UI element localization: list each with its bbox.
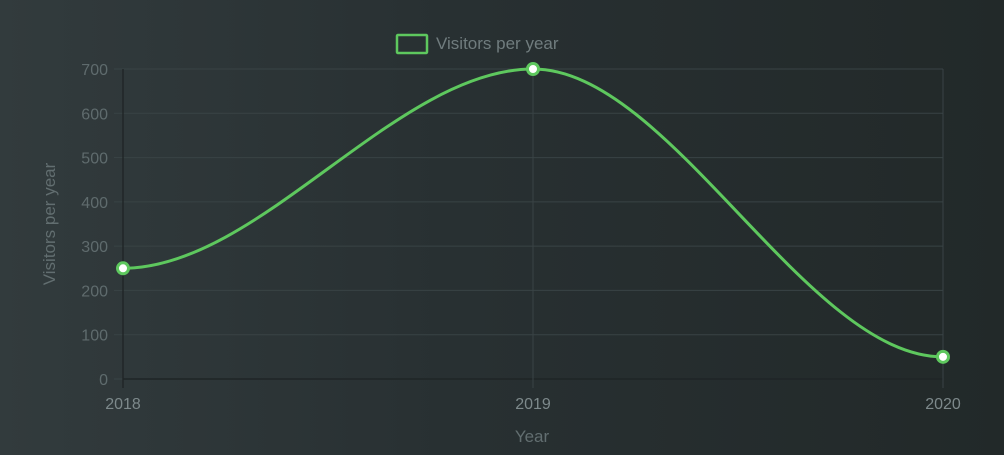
legend-label-visitors[interactable]: Visitors per year bbox=[436, 34, 559, 53]
x-axis-ticks: 2018 2019 2020 bbox=[105, 396, 961, 413]
y-tick-label-700: 700 bbox=[81, 62, 108, 79]
legend-swatch[interactable] bbox=[395, 33, 429, 55]
grid bbox=[114, 68, 944, 388]
x-tick-label-2019: 2019 bbox=[515, 396, 551, 413]
x-tick-label-2018: 2018 bbox=[105, 396, 141, 413]
data-point-2019[interactable] bbox=[526, 62, 540, 76]
y-tick-label-100: 100 bbox=[81, 328, 108, 345]
data-points bbox=[116, 62, 950, 364]
y-tick-label-0: 0 bbox=[99, 372, 108, 389]
y-tick-label-300: 300 bbox=[81, 239, 108, 256]
x-tick-label-2020: 2020 bbox=[925, 396, 961, 413]
y-tick-label-600: 600 bbox=[81, 106, 108, 123]
y-tick-label-200: 200 bbox=[81, 283, 108, 300]
y-tick-label-500: 500 bbox=[81, 151, 108, 168]
y-axis-ticks: 0 100 200 300 400 500 600 700 bbox=[81, 62, 108, 389]
y-axis-title: Visitors per year bbox=[40, 162, 59, 285]
data-point-2020[interactable] bbox=[936, 349, 950, 364]
x-axis-title: Year bbox=[515, 427, 550, 446]
data-point-2018[interactable] bbox=[116, 261, 130, 276]
y-tick-label-400: 400 bbox=[81, 195, 108, 212]
legend[interactable]: Visitors per year bbox=[395, 33, 559, 55]
